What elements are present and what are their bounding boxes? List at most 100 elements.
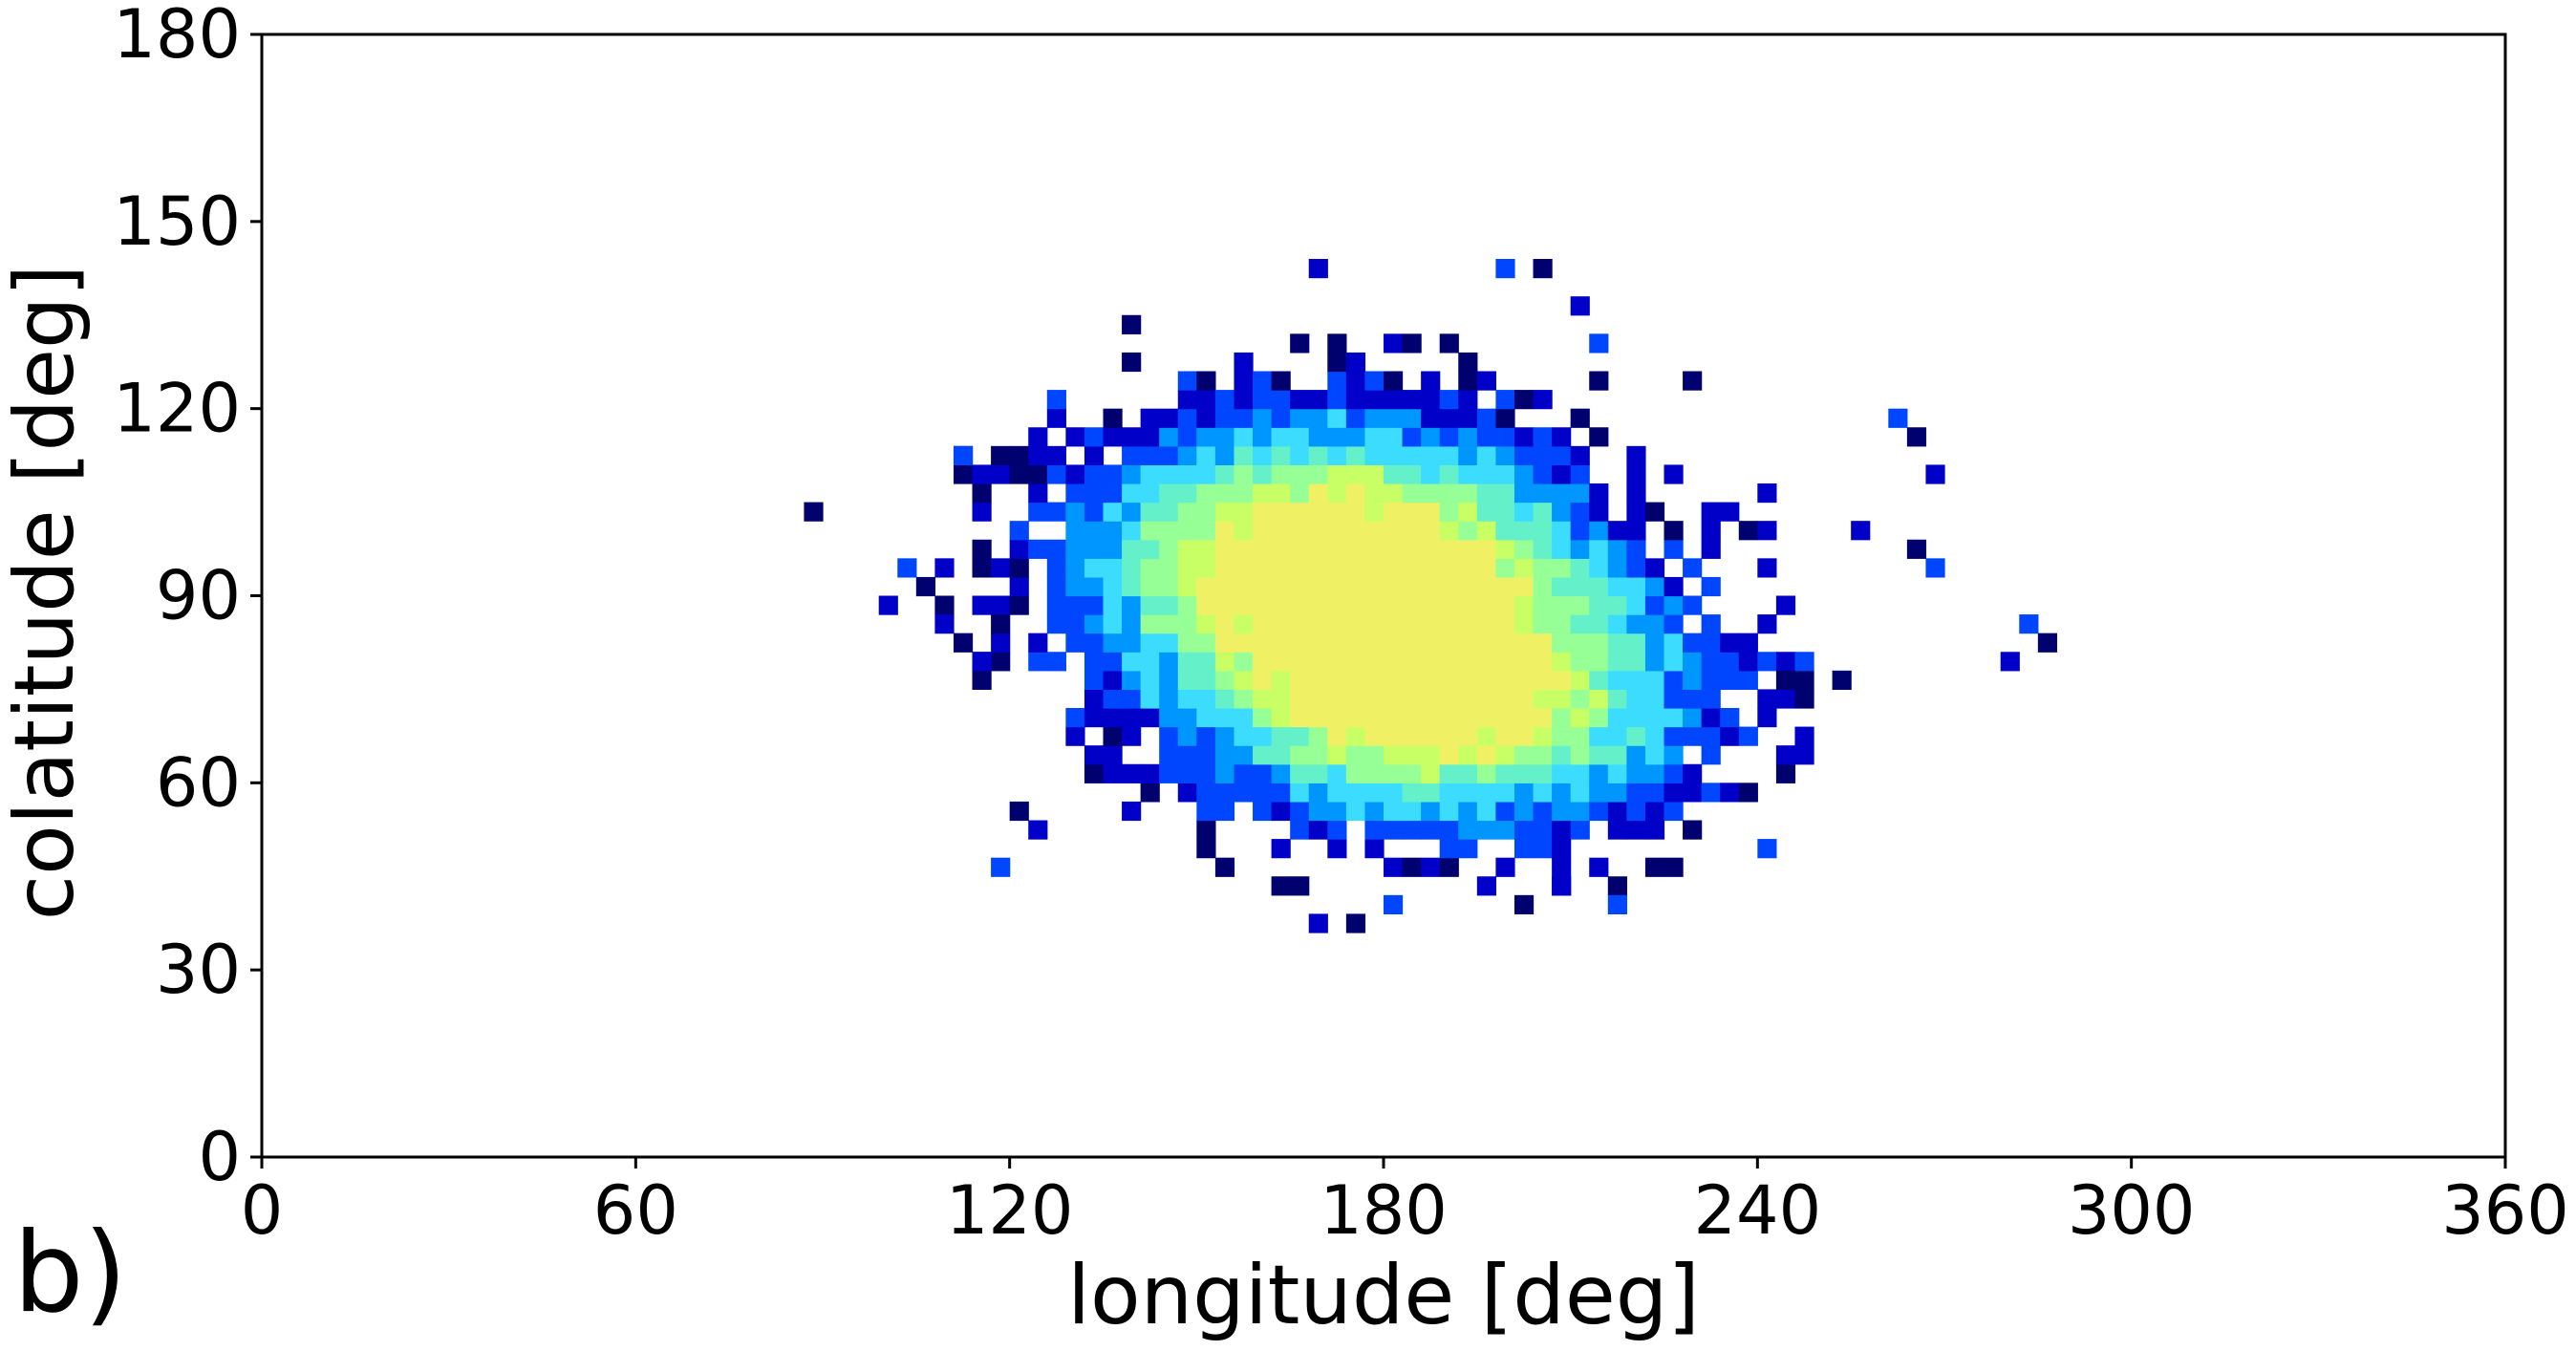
heatmap-cell [1084,464,1105,484]
heatmap-cell [1140,652,1160,672]
heatmap-cell [1495,689,1515,709]
heatmap-cell [991,614,1011,634]
heatmap-cell [1345,539,1366,559]
heatmap-cell [1327,614,1347,634]
heatmap-cell [1271,558,1291,578]
heatmap-cell [1140,708,1160,728]
heatmap-cell [1402,333,1422,354]
heatmap-cell [1552,633,1572,653]
heatmap-cell [1290,876,1310,896]
heatmap-cell [1028,464,1048,484]
heatmap-cell [1364,745,1385,765]
heatmap-cell [1439,689,1459,709]
heatmap-cell [1196,614,1216,634]
panel-label: b) [13,1209,127,1338]
heatmap-cell [1345,783,1366,803]
heatmap-cell [915,576,935,597]
heatmap-cell [1757,652,1777,672]
heatmap-cell [1345,558,1366,578]
heatmap-cell [1513,427,1535,447]
heatmap-cell [1140,408,1160,428]
heatmap-cell [1589,558,1609,578]
heatmap-cell [1607,689,1627,709]
heatmap-cells [804,259,2057,933]
heatmap-cell [1253,689,1273,709]
heatmap-cell [1177,763,1197,783]
y-tick-label: 30 [156,931,241,1009]
heatmap-cell [1084,521,1105,541]
heatmap-cell [1607,763,1627,783]
heatmap-cell [1495,745,1515,765]
heatmap-cell [1402,464,1422,484]
heatmap-cell [1384,783,1404,803]
heatmap-cell [1122,539,1142,559]
heatmap-cell [1327,464,1347,484]
heatmap-cell [1084,595,1105,615]
heatmap-cell [1384,595,1404,615]
heatmap-cell [1533,839,1553,859]
heatmap-cell [1552,427,1572,447]
heatmap-cell [1589,483,1609,504]
heatmap-cell [1552,726,1572,746]
heatmap-cell [1384,670,1404,691]
heatmap-cell [1402,539,1422,559]
heatmap-cell [1290,483,1310,504]
heatmap-cell [1028,652,1048,672]
heatmap-cell [1607,614,1627,634]
heatmap-cell [1290,689,1310,709]
heatmap-cell [1513,820,1535,840]
heatmap-cell [1701,633,1721,653]
heatmap-cell [1513,539,1535,559]
heatmap-cell [1439,502,1459,522]
heatmap-cell [1495,259,1515,279]
heatmap-cell [1065,558,1085,578]
heatmap-cell [1421,595,1441,615]
heatmap-cell [1253,763,1273,783]
heatmap-cell [1626,689,1646,709]
heatmap-cell [991,633,1011,653]
heatmap-cell [1476,783,1496,803]
heatmap-cell [1234,595,1254,615]
heatmap-cell [1103,633,1123,653]
heatmap-cell [1177,558,1197,578]
heatmap-cell [1476,539,1496,559]
heatmap-cell [1046,614,1066,634]
heatmap-cell [1402,726,1422,746]
heatmap-cell [1495,558,1515,578]
heatmap-cell [1384,483,1404,504]
heatmap-cell [1364,408,1385,428]
heatmap-cell [1495,763,1515,783]
heatmap-cell [1644,783,1665,803]
heatmap-cell [1384,390,1404,410]
heatmap-cell [1439,726,1459,746]
heatmap-cell [1720,652,1740,672]
heatmap-cell [1495,652,1515,672]
heatmap-cell [1177,539,1197,559]
heatmap-cell [1458,427,1478,447]
heatmap-cell [1345,801,1366,822]
heatmap-cell [1570,445,1590,466]
heatmap-cell [1458,464,1478,484]
heatmap-cell [1644,576,1665,597]
heatmap-cell [1664,763,1684,783]
heatmap-cell [1513,708,1535,728]
heatmap-cell [1065,633,1085,653]
heatmap-cell [1140,445,1160,466]
heatmap-cell [1701,614,1721,634]
heatmap-cell [1626,670,1646,691]
heatmap-cell [1140,614,1160,634]
heatmap-cell [1513,483,1535,504]
heatmap-cell [1327,801,1347,822]
heatmap-cell [1458,539,1478,559]
heatmap-cell [1327,820,1347,840]
heatmap-cell [1253,558,1273,578]
heatmap-cell [1402,783,1422,803]
heatmap-cell [1177,689,1197,709]
heatmap-cell [1308,445,1328,466]
heatmap-cell [1271,464,1291,484]
heatmap-cell [1664,595,1684,615]
heatmap-cell [1327,652,1347,672]
heatmap-cell [1570,521,1590,541]
heatmap-cell [1290,614,1310,634]
heatmap-cell [1009,558,1029,578]
